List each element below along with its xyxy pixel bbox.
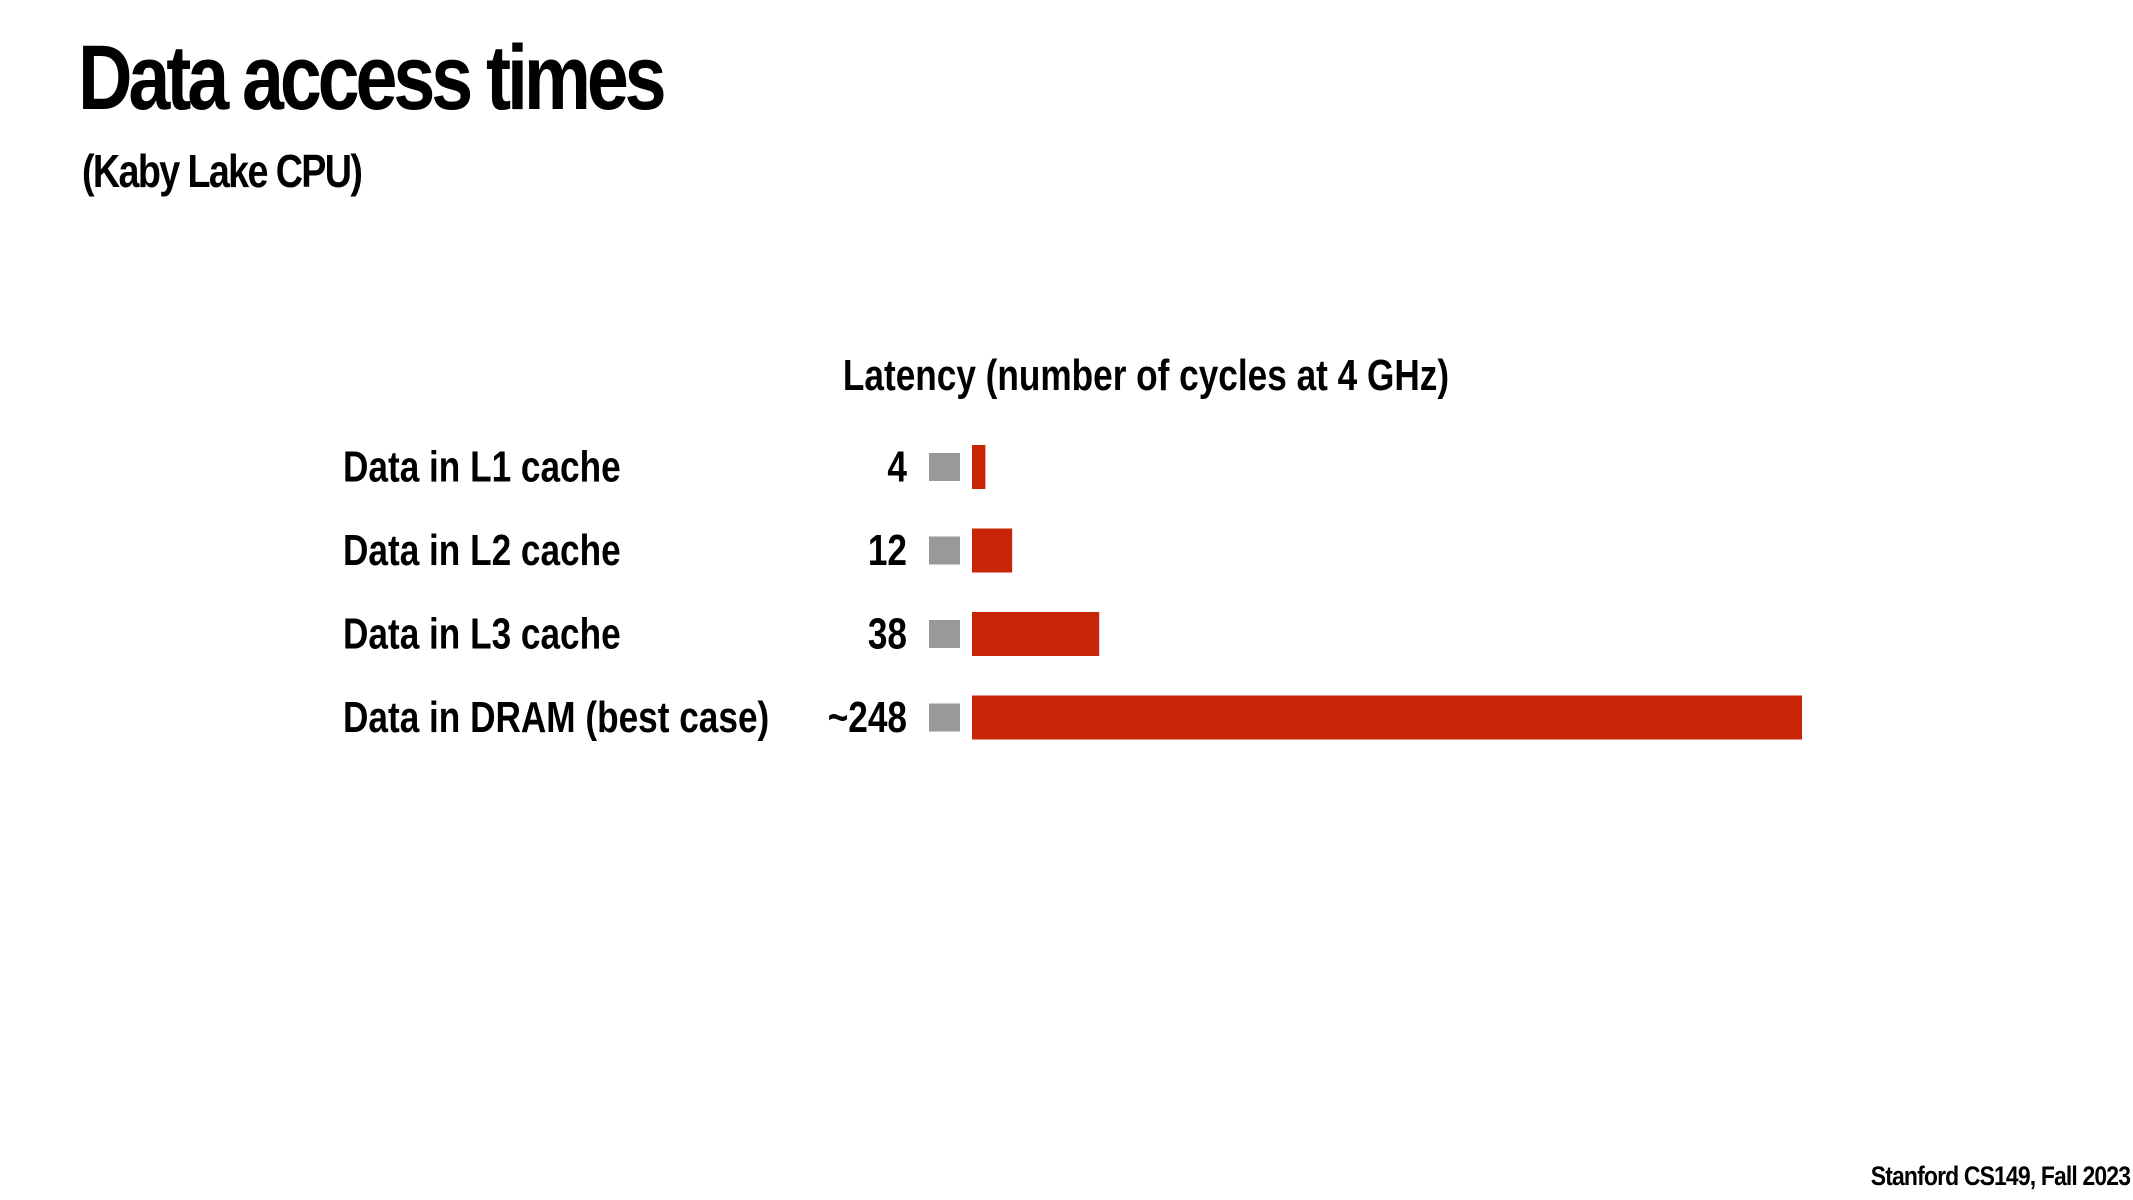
category-label: Data in DRAM (best case) <box>343 693 769 742</box>
row-marker <box>929 453 960 481</box>
latency-bar <box>972 445 986 489</box>
row-marker <box>929 536 960 565</box>
latency-bar <box>972 612 1100 656</box>
chart-title: Latency (number of cycles at 4 GHz) <box>843 351 1449 400</box>
footer-credit: Stanford CS149, Fall 2023 <box>1870 1161 2131 1191</box>
latency-bar <box>972 528 1013 573</box>
value-label: ~248 <box>828 693 907 742</box>
latency-bar <box>972 695 1802 740</box>
page-title: Data access times <box>78 27 667 129</box>
value-label: 12 <box>868 526 907 575</box>
category-label: Data in L3 cache <box>343 610 621 659</box>
row-marker <box>929 620 960 648</box>
value-label: 4 <box>887 443 907 492</box>
row-marker <box>929 703 960 732</box>
value-label: 38 <box>868 610 907 659</box>
page-subtitle: (Kaby Lake CPU) <box>82 145 363 197</box>
category-label: Data in L1 cache <box>343 443 621 492</box>
category-label: Data in L2 cache <box>343 526 621 575</box>
